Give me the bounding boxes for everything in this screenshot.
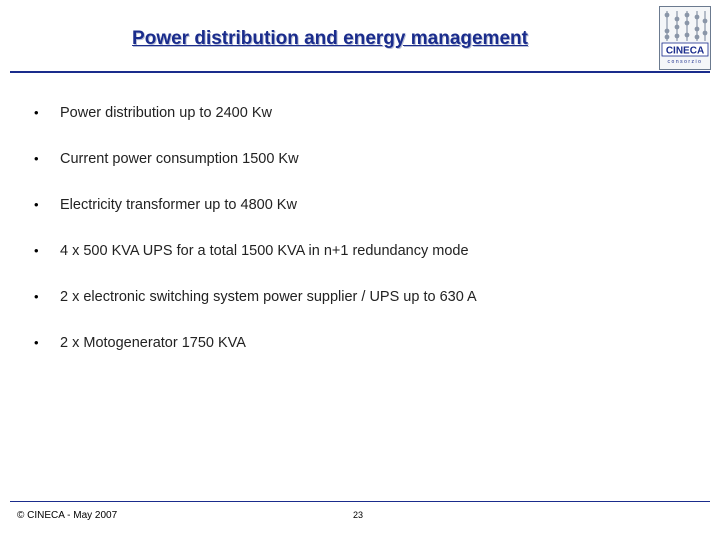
bullet-text: Current power consumption 1500 Kw bbox=[60, 151, 299, 167]
logo-wordmark: CINECA bbox=[666, 46, 704, 57]
cineca-logo: CINECA consorzio bbox=[659, 6, 711, 70]
bullet-text: 4 x 500 KVA UPS for a total 1500 KVA in … bbox=[60, 243, 469, 259]
bullet-text: 2 x Motogenerator 1750 KVA bbox=[60, 335, 246, 351]
bullet-text: 2 x electronic switching system power su… bbox=[60, 289, 477, 305]
bullet-text: Power distribution up to 2400 Kw bbox=[60, 105, 272, 121]
footer-copyright: © CINECA - May 2007 bbox=[17, 510, 118, 521]
bullet-text: Electricity transformer up to 4800 Kw bbox=[60, 197, 297, 213]
bullet-dot: • bbox=[34, 243, 39, 258]
bullet-dot: • bbox=[34, 151, 39, 166]
bullet-dot: • bbox=[34, 197, 39, 212]
slide-title: Power distribution and energy management bbox=[132, 28, 528, 49]
bullet-dot: • bbox=[34, 105, 39, 120]
title-underline-rule bbox=[10, 71, 710, 73]
logo-tagline: consorzio bbox=[668, 59, 703, 65]
footer-rule bbox=[10, 501, 710, 502]
page-number: 23 bbox=[353, 510, 364, 520]
bullet-dot: • bbox=[34, 335, 39, 350]
bullet-dot: • bbox=[34, 289, 39, 304]
